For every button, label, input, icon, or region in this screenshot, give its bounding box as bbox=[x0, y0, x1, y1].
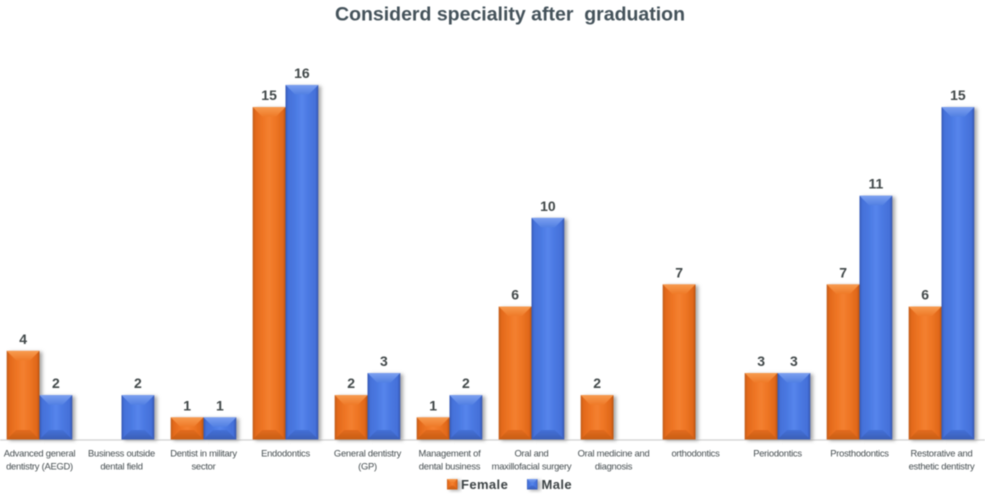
svg-text:Male: Male bbox=[542, 477, 573, 492]
svg-text:7: 7 bbox=[675, 264, 683, 280]
svg-text:esthetic dentistry: esthetic dentistry bbox=[909, 461, 975, 472]
svg-text:10: 10 bbox=[540, 198, 556, 214]
svg-text:Considerd speciality after gr: Considerd speciality after graduation bbox=[335, 4, 685, 26]
svg-text:4: 4 bbox=[19, 331, 27, 347]
svg-text:Periodontics: Periodontics bbox=[753, 448, 802, 459]
svg-text:Restorative and: Restorative and bbox=[911, 448, 973, 459]
svg-text:dentistry (AEGD): dentistry (AEGD) bbox=[6, 461, 73, 472]
svg-text:6: 6 bbox=[511, 287, 519, 303]
svg-text:General dentistry: General dentistry bbox=[334, 448, 402, 459]
svg-text:diagnosis: diagnosis bbox=[595, 461, 633, 472]
svg-text:11: 11 bbox=[868, 176, 883, 192]
svg-text:dental business: dental business bbox=[419, 461, 481, 472]
svg-text:6: 6 bbox=[921, 287, 929, 303]
svg-text:orthodontics: orthodontics bbox=[671, 448, 720, 459]
svg-text:Advanced general: Advanced general bbox=[4, 448, 76, 459]
svg-text:1: 1 bbox=[183, 397, 191, 413]
svg-text:2: 2 bbox=[593, 375, 601, 391]
svg-text:1: 1 bbox=[429, 397, 437, 413]
svg-text:2: 2 bbox=[462, 375, 470, 391]
svg-text:Endodontics: Endodontics bbox=[261, 448, 310, 459]
svg-text:1: 1 bbox=[216, 397, 224, 413]
svg-text:(GP): (GP) bbox=[358, 461, 377, 472]
svg-text:maxillofacial surgery: maxillofacial surgery bbox=[492, 461, 572, 472]
svg-text:15: 15 bbox=[950, 87, 966, 103]
svg-text:Dentist in military: Dentist in military bbox=[170, 448, 237, 459]
svg-text:Management of: Management of bbox=[419, 448, 482, 459]
svg-text:3: 3 bbox=[790, 353, 798, 369]
svg-text:Oral and: Oral and bbox=[515, 448, 549, 459]
svg-text:15: 15 bbox=[261, 87, 277, 103]
svg-text:3: 3 bbox=[757, 353, 765, 369]
svg-text:2: 2 bbox=[52, 375, 60, 391]
svg-text:dental field: dental field bbox=[100, 461, 142, 472]
svg-text:2: 2 bbox=[347, 375, 355, 391]
svg-text:Prosthodontics: Prosthodontics bbox=[830, 448, 889, 459]
svg-text:Oral medicine and: Oral medicine and bbox=[578, 448, 650, 459]
svg-text:Female: Female bbox=[461, 477, 508, 492]
svg-text:16: 16 bbox=[294, 65, 310, 81]
svg-text:7: 7 bbox=[839, 264, 847, 280]
svg-text:3: 3 bbox=[380, 353, 388, 369]
svg-text:Business outside: Business outside bbox=[88, 448, 155, 459]
svg-text:2: 2 bbox=[134, 375, 142, 391]
svg-text:sector: sector bbox=[191, 461, 215, 472]
